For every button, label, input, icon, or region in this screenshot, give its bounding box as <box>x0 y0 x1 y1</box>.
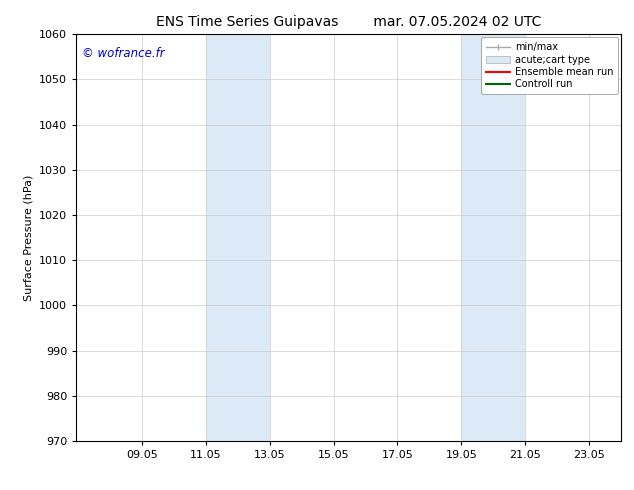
Bar <box>205 34 269 441</box>
Y-axis label: Surface Pressure (hPa): Surface Pressure (hPa) <box>23 174 34 301</box>
Legend: min/max, acute;cart type, Ensemble mean run, Controll run: min/max, acute;cart type, Ensemble mean … <box>481 37 618 94</box>
Title: ENS Time Series Guipavas        mar. 07.05.2024 02 UTC: ENS Time Series Guipavas mar. 07.05.2024… <box>156 15 541 29</box>
Text: © wofrance.fr: © wofrance.fr <box>82 47 164 59</box>
Bar <box>462 34 526 441</box>
